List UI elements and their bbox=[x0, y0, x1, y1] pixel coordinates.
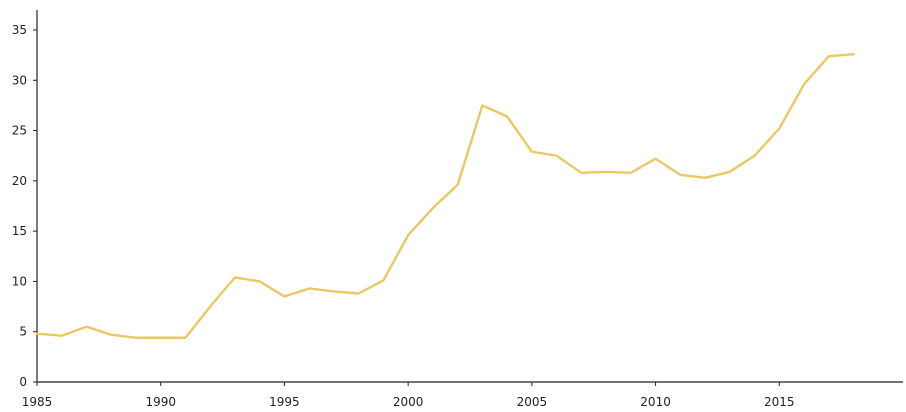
y-tick-label: 10 bbox=[12, 274, 27, 288]
x-tick-label: 1990 bbox=[145, 395, 176, 409]
y-tick-label: 5 bbox=[19, 325, 27, 339]
series-layer bbox=[35, 52, 855, 339]
x-tick-label: 2015 bbox=[764, 395, 795, 409]
y-axis: 0 5 10 15 20 25 30 35 bbox=[12, 10, 38, 389]
x-tick-label: 2010 bbox=[640, 395, 671, 409]
x-tick-label: 1985 bbox=[22, 395, 53, 409]
y-tick-label: 35 bbox=[12, 23, 27, 37]
y-tick-label: 25 bbox=[12, 124, 27, 138]
y-tick-label: 0 bbox=[19, 375, 27, 389]
y-tick-label: 20 bbox=[12, 174, 27, 188]
x-tick-label: 2005 bbox=[517, 395, 548, 409]
y-tick-label: 15 bbox=[12, 224, 27, 238]
series-line bbox=[35, 52, 855, 339]
x-axis: 1985 1990 1995 2000 2005 2010 2015 bbox=[22, 381, 903, 409]
x-tick-label: 1995 bbox=[269, 395, 300, 409]
x-tick-label: 2000 bbox=[393, 395, 424, 409]
y-tick-label: 30 bbox=[12, 73, 27, 87]
